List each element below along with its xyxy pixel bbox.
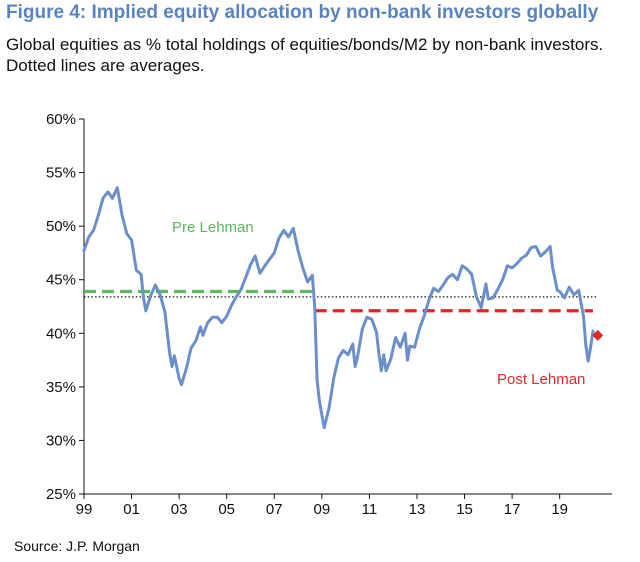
y-axis: 25% 30% 35% 40% 45% 50% 55% 60% (46, 111, 85, 503)
x-axis: 99 01 03 05 07 09 11 13 15 17 19 (76, 493, 612, 518)
x-tick-label: 05 (218, 501, 235, 518)
post-lehman-annotation: Post Lehman (497, 371, 585, 388)
x-tick-label: 99 (76, 501, 93, 518)
x-tick-label: 01 (123, 501, 140, 518)
series-line (82, 186, 595, 430)
y-tick-label: 50% (46, 218, 76, 235)
y-tick-label: 40% (46, 325, 76, 342)
marker-layer (592, 329, 604, 341)
x-tick-label: 17 (504, 501, 521, 518)
y-tick-label: 35% (46, 379, 76, 396)
x-tick-label: 19 (551, 501, 568, 518)
x-tick-label: 09 (313, 501, 330, 518)
x-tick-label: 03 (171, 501, 188, 518)
chart-title: Figure 4: Implied equity allocation by n… (6, 2, 599, 23)
x-tick-label: 07 (266, 501, 283, 518)
pre-lehman-annotation: Pre Lehman (172, 219, 254, 236)
x-tick-label: 15 (456, 501, 473, 518)
y-tick-label: 55% (46, 165, 76, 182)
chart-subtitle: Global equities as % total holdings of e… (6, 35, 604, 75)
reference-lines (84, 289, 598, 313)
y-tick-label: 30% (46, 432, 76, 449)
latest-value-marker (592, 329, 604, 341)
series-layer (82, 186, 595, 430)
y-tick-label: 45% (46, 272, 76, 289)
y-tick-label: 25% (46, 486, 76, 503)
y-tick-label: 60% (46, 111, 76, 128)
source-note: Source: J.P. Morgan (14, 538, 140, 554)
x-tick-label: 13 (409, 501, 426, 518)
x-tick-label: 11 (362, 501, 378, 518)
